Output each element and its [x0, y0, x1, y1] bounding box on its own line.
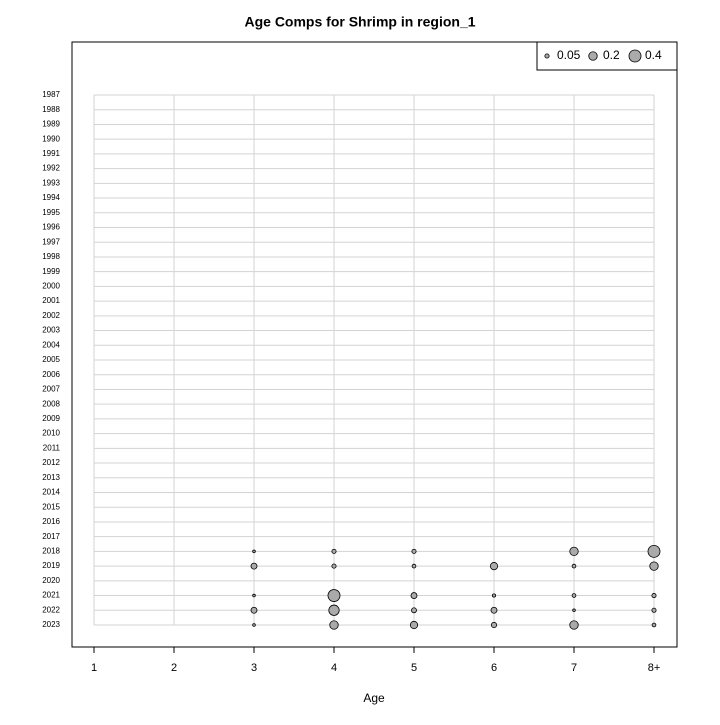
bubble — [647, 544, 661, 558]
bubble — [331, 548, 337, 554]
bubble — [651, 607, 657, 613]
bubble — [328, 604, 340, 616]
y-tick-label: 1990 — [42, 134, 60, 143]
x-tick-label: 1 — [91, 662, 97, 674]
y-tick-label: 1993 — [42, 178, 60, 187]
bubble — [252, 549, 256, 554]
bubble — [411, 548, 417, 554]
y-tick-label: 2018 — [42, 546, 60, 555]
bubble — [572, 608, 576, 613]
y-tick-label: 2008 — [42, 399, 60, 408]
y-tick-label: 2007 — [42, 385, 60, 394]
y-tick-label: 2019 — [42, 561, 60, 570]
y-tick-label: 1989 — [42, 120, 60, 129]
y-tick-label: 1992 — [42, 164, 60, 173]
y-tick-label: 2006 — [42, 370, 60, 379]
y-tick-label: 1995 — [42, 208, 60, 217]
legend-label: 0.4 — [645, 48, 662, 62]
bubble — [491, 593, 497, 598]
chart-title: Age Comps for Shrimp in region_1 — [244, 14, 475, 30]
y-tick-label: 1997 — [42, 237, 60, 246]
bubble — [250, 562, 258, 570]
y-tick-label: 2023 — [42, 620, 60, 629]
bubble — [252, 623, 256, 627]
y-tick-label: 2000 — [42, 281, 60, 290]
y-tick-label: 2005 — [42, 355, 60, 364]
y-tick-label: 1987 — [42, 90, 60, 99]
bubble — [252, 593, 256, 598]
bubble — [490, 606, 498, 614]
y-tick-label: 2013 — [42, 473, 60, 482]
bubble — [489, 562, 499, 571]
y-tick-label: 2014 — [42, 488, 60, 497]
y-tick-label: 2016 — [42, 517, 60, 526]
y-tick-label: 2009 — [42, 414, 60, 423]
y-tick-label: 1998 — [42, 252, 60, 261]
bubble — [490, 621, 498, 629]
y-tick-label: 2001 — [42, 296, 60, 305]
legend-bubble — [588, 51, 598, 61]
plot-frame — [71, 41, 678, 648]
bubble — [649, 561, 659, 571]
y-tick-label: 1994 — [42, 193, 60, 202]
x-tick-label: 5 — [411, 662, 417, 674]
bubble — [651, 622, 657, 628]
y-tick-label: 2003 — [42, 326, 60, 335]
bubble — [571, 593, 577, 598]
y-tick-label: 2022 — [42, 605, 60, 614]
y-tick-label: 2011 — [43, 443, 61, 452]
legend-bubble — [544, 53, 550, 59]
y-tick-label: 2021 — [42, 591, 60, 600]
bubble — [651, 593, 657, 599]
x-tick-label: 8+ — [648, 662, 661, 674]
y-tick-label: 1999 — [42, 267, 60, 276]
bubble — [411, 563, 417, 569]
x-tick-label: 7 — [571, 662, 577, 674]
bubble — [327, 589, 341, 602]
x-tick-label: 4 — [331, 662, 337, 674]
y-tick-label: 2004 — [42, 340, 60, 349]
bubble — [411, 607, 417, 614]
x-axis-label: Age — [363, 691, 385, 705]
x-tick-label: 3 — [251, 662, 257, 674]
bubble — [569, 620, 579, 630]
bubble — [331, 563, 337, 569]
y-tick-label: 2017 — [42, 532, 60, 541]
legend-box — [536, 41, 678, 71]
y-tick-label: 1991 — [42, 149, 60, 158]
bubble — [329, 620, 339, 630]
legend-bubble — [628, 49, 642, 63]
bubble — [571, 563, 577, 569]
y-tick-label: 2012 — [42, 458, 60, 467]
bubble — [409, 620, 419, 630]
y-tick-label: 2002 — [42, 311, 60, 320]
bubble — [569, 546, 579, 557]
y-tick-label: 2010 — [42, 429, 60, 438]
legend-label: 0.2 — [603, 48, 620, 62]
y-tick-label: 2015 — [42, 502, 60, 511]
x-tick-label: 2 — [171, 662, 177, 674]
legend-label: 0.05 — [557, 48, 581, 62]
x-tick-label: 6 — [491, 662, 497, 674]
y-tick-label: 1996 — [42, 223, 60, 232]
bubble — [250, 606, 258, 614]
y-tick-label: 1988 — [42, 105, 60, 114]
y-tick-label: 2020 — [42, 576, 60, 585]
bubble — [410, 592, 418, 599]
